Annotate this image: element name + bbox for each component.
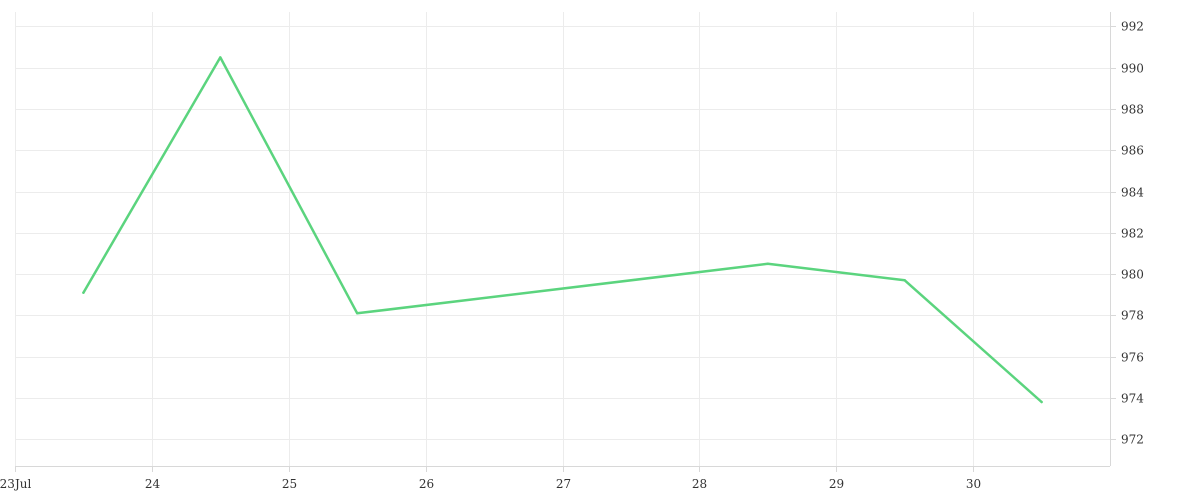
x-tick-label: 28 [692,477,707,491]
data-point [219,56,222,59]
y-tick-label: 982 [1121,227,1144,241]
grid [15,12,1111,466]
y-tick-label: 972 [1121,433,1144,447]
y-tick-label: 976 [1121,351,1144,365]
y-tick-label: 974 [1121,392,1144,406]
y-tick-label: 978 [1121,309,1144,323]
data-point [82,291,85,294]
y-tick-label: 980 [1121,268,1144,282]
series-line [82,56,1043,404]
x-tick-label: 26 [419,477,434,491]
data-point [1040,400,1043,404]
x-tick-label: 27 [556,477,571,491]
data-point [766,262,769,265]
axes [15,12,1116,472]
y-tick-label: 990 [1121,62,1144,76]
y-tick-label: 984 [1121,186,1144,200]
y-tick-label: 986 [1121,144,1144,158]
data-point [903,279,906,282]
x-tick-label: 23Jul [0,477,31,491]
tick-labels: 23Jul 24 25 26 27 28 29 30 972 974 976 978 980 982 984… [0,20,1144,492]
x-tick-label: 29 [829,477,844,491]
y-tick-label: 992 [1121,20,1144,34]
x-tick-label: 25 [282,477,297,491]
x-tick-label: 30 [966,477,981,491]
series-layer [82,56,1043,404]
y-tick-label: 988 [1121,103,1144,117]
x-tick-label: 24 [145,477,161,491]
data-point [356,312,359,315]
